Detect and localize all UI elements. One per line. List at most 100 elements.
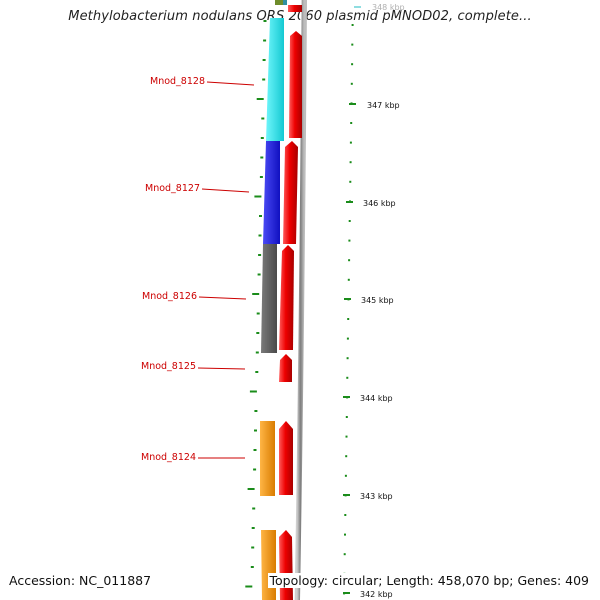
tick-mark (256, 332, 260, 334)
gene-label-mnod8127[interactable]: Mnod_8127 (145, 183, 250, 194)
ruler-label: 347 kbp (367, 101, 400, 110)
ruler-major-tick (343, 592, 350, 594)
cds-arrow[interactable] (289, 31, 302, 138)
gene-label-text: Mnod_8126 (142, 291, 197, 302)
leader-line (197, 367, 246, 370)
gene-block-orange-lower[interactable] (261, 530, 276, 600)
leader-line (198, 296, 247, 300)
tick-mark (245, 585, 253, 588)
tick-mark (349, 141, 352, 144)
map-title: Methylobacterium nodulans ORS 2060 plasm… (68, 9, 532, 24)
gene-block-mnod8124[interactable] (260, 421, 275, 496)
cds-arrow[interactable] (279, 421, 293, 495)
leader-line (201, 188, 250, 193)
ruler-label: 343 kbp (360, 492, 393, 501)
tick-mark (345, 455, 348, 458)
gene-label-mnod8124[interactable]: Mnod_8124 (141, 452, 245, 463)
gene-block-teal[interactable] (283, 0, 287, 5)
ruler-major-tick (354, 6, 361, 8)
tick-mark (256, 98, 264, 100)
tick-mark (351, 24, 354, 26)
tick-mark (349, 180, 352, 183)
tick-mark (249, 390, 257, 393)
tick-mark (343, 553, 346, 556)
gene-label-text: Mnod_8127 (145, 183, 200, 194)
tick-mark (256, 312, 260, 315)
tick-mark (263, 20, 267, 22)
tick-mark (252, 293, 260, 295)
tick-mark (347, 318, 350, 320)
ruler-label: 348 kbp (372, 3, 405, 12)
tick-mark (254, 429, 257, 432)
ruler-major-tick (349, 103, 356, 105)
tick-mark (346, 357, 349, 360)
tick-mark (349, 161, 352, 164)
tick-mark (254, 410, 258, 412)
ruler-major-tick (346, 201, 353, 203)
gene-label-text: Mnod_8128 (150, 76, 205, 87)
accession-label: Accession: NC_011887 (7, 573, 154, 588)
tick-mark (258, 234, 262, 237)
plasmid-backbone (294, 0, 307, 600)
tick-mark (345, 416, 348, 418)
ruler-label: 342 kbp (360, 590, 393, 599)
gene-label-mnod8126[interactable]: Mnod_8126 (142, 291, 247, 302)
ruler-major-tick (343, 494, 350, 496)
cds-arrow[interactable] (288, 5, 302, 12)
tick-mark (346, 337, 349, 340)
tick-mark (258, 254, 262, 256)
tick-mark (351, 43, 354, 46)
ruler-major-tick (343, 396, 350, 398)
leader-line (206, 81, 255, 86)
tick-mark (250, 566, 254, 568)
cds-arrow[interactable] (279, 530, 293, 600)
tick-mark (346, 376, 349, 379)
ruler: 348 kbp 347 kbp 346 kbp 345 kbp 344 kbp … (343, 3, 405, 599)
ruler-label: 345 kbp (361, 296, 394, 305)
cds-arrow[interactable] (283, 141, 298, 244)
tick-mark (252, 507, 256, 510)
tick-mark (348, 239, 351, 242)
tick-mark (259, 215, 262, 217)
tick-mark (262, 59, 266, 61)
gene-label-mnod8128[interactable]: Mnod_8128 (150, 76, 255, 87)
cds-arrow[interactable] (279, 245, 294, 350)
gene-label-text: Mnod_8125 (141, 361, 196, 372)
tick-mark (260, 156, 264, 159)
tick-mark (350, 122, 353, 124)
tick-mark (347, 278, 350, 281)
left-tick-column (245, 20, 267, 588)
tick-mark (348, 259, 351, 262)
tick-mark (255, 351, 259, 354)
ruler-minor-ticks (343, 24, 354, 595)
tick-mark (247, 488, 255, 490)
tick-mark (255, 371, 259, 373)
tick-mark (345, 435, 348, 438)
topology-summary: Topology: circular; Length: 458,070 bp; … (267, 573, 591, 588)
gene-label-text: Mnod_8124 (141, 452, 196, 463)
tick-mark (344, 533, 346, 536)
tick-mark (263, 39, 267, 42)
ruler-label: 346 kbp (363, 199, 396, 208)
tick-mark (253, 449, 257, 451)
ruler-major-tick (344, 298, 351, 300)
tick-mark (257, 273, 261, 276)
tick-mark (260, 137, 264, 139)
tick-mark (351, 63, 354, 66)
tick-mark (253, 468, 257, 471)
gene-label-mnod8125[interactable]: Mnod_8125 (141, 361, 246, 372)
gene-block-olive[interactable] (275, 0, 283, 5)
tick-mark (262, 78, 266, 81)
gene-block-mnod8127[interactable] (263, 141, 280, 244)
tick-mark (261, 117, 265, 120)
tick-mark (344, 474, 347, 477)
gene-block-mnod8128[interactable] (266, 18, 284, 141)
cds-arrow[interactable] (279, 354, 292, 382)
tick-mark (348, 220, 351, 222)
tick-mark (344, 514, 347, 516)
tick-mark (259, 176, 263, 178)
tick-mark (251, 527, 255, 529)
gene-block-mnod8126[interactable] (261, 244, 277, 353)
tick-mark (254, 195, 262, 198)
